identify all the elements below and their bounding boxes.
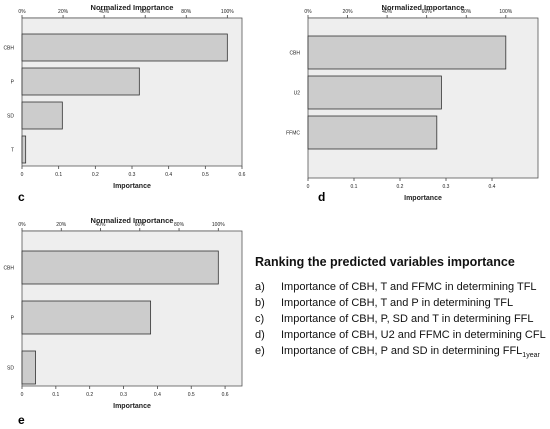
top-tick-label: 80% [174, 222, 185, 228]
panel-label-d: d [318, 190, 326, 204]
bar-sd [21, 101, 63, 130]
category-label: CBH [3, 46, 14, 52]
chart-title: Normalized Importance [382, 3, 465, 12]
legend-key: c) [255, 313, 265, 325]
top-tick-label: 40% [99, 9, 110, 15]
x-tick-label: 0.4 [154, 392, 161, 398]
legend-list: a) Importance of CBH, T and FFMC in dete… [255, 279, 547, 364]
x-tick-label: 0.6 [222, 392, 229, 398]
legend-subscript: 1year [522, 352, 540, 360]
x-tick-label: 0.2 [92, 172, 99, 178]
bar-sd [21, 350, 36, 385]
bar-cbh [21, 250, 219, 285]
top-tick-label: 0% [18, 9, 26, 15]
bar-cbh [21, 33, 228, 62]
chart-panel-d: Normalized Importance 0% 20% 40% 60% 80% 100% C… [280, 0, 550, 205]
x-axis-label: Importance [113, 183, 151, 190]
x-tick-label: 0.3 [443, 184, 450, 190]
x-tick-label: 0.1 [55, 172, 62, 178]
legend-text: Importance of CBH, P and SD in determini… [281, 345, 523, 357]
x-tick-label: 0.2 [86, 392, 93, 398]
category-label: FFMC [286, 131, 300, 137]
legend-item-a: a) Importance of CBH, T and FFMC in dete… [255, 279, 547, 295]
bar-t [21, 135, 27, 164]
chart-d-svg: Normalized Importance 0% 20% 40% 60% 80% 100% C… [286, 3, 539, 202]
chart-title: Normalized Importance [91, 3, 174, 12]
legend-text: Importance of CBH, T and P in determinin… [281, 297, 514, 309]
x-tick-label: 0 [307, 184, 310, 190]
category-label: U2 [294, 91, 301, 97]
legend-item-d: d) Importance of CBH, U2 and FFMC in det… [255, 327, 547, 343]
x-tick-label: 0.2 [397, 184, 404, 190]
top-tick-label: 80% [181, 9, 192, 15]
bar-p [21, 67, 140, 96]
legend-key: b) [255, 297, 265, 309]
top-tick-label: 100% [212, 222, 225, 228]
top-tick-label: 80% [461, 9, 472, 15]
category-label: P [11, 316, 15, 322]
chart-e-svg: Normalized Importance 0% 20% 40% 60% 80% 100% C… [3, 216, 243, 410]
chart-panel-e: Normalized Importance 0% 20% 40% 60% 80% 100% C… [0, 213, 250, 429]
bar-u2 [307, 75, 442, 110]
panel-label-e: e [18, 413, 25, 427]
chart-c-svg: Normalized Importance 0% 20% 40% 60% 80% 100% C… [3, 3, 246, 190]
top-tick-label: 0% [304, 9, 312, 15]
x-axis-label: Importance [113, 403, 151, 410]
category-label: CBH [289, 51, 300, 57]
legend-item-b: b) Importance of CBH, T and P in determi… [255, 295, 547, 311]
legend-item-c: c) Importance of CBH, P, SD and T in det… [255, 311, 547, 327]
panel-label-c: c [18, 190, 25, 204]
top-tick-label: 60% [135, 222, 146, 228]
legend-key: e) [255, 345, 265, 357]
category-label: SD [7, 366, 14, 372]
legend-key: a) [255, 281, 265, 293]
bar-p [21, 300, 152, 335]
legend-text: Importance of CBH, T and FFMC in determi… [281, 281, 537, 293]
category-label: SD [7, 114, 14, 120]
x-tick-label: 0 [21, 172, 24, 178]
x-tick-label: 0.5 [202, 172, 209, 178]
x-tick-label: 0.4 [489, 184, 496, 190]
legend-text: Importance of CBH, U2 and FFMC in determ… [281, 329, 546, 341]
chart-title: Normalized Importance [91, 216, 174, 225]
legend-key: d) [255, 329, 265, 341]
top-tick-label: 60% [422, 9, 433, 15]
top-tick-label: 0% [18, 222, 26, 228]
x-tick-label: 0.3 [129, 172, 136, 178]
x-tick-label: 0 [21, 392, 24, 398]
category-label: P [11, 80, 15, 86]
x-tick-label: 0.1 [52, 392, 59, 398]
top-tick-label: 20% [343, 9, 354, 15]
category-label: CBH [3, 266, 14, 272]
x-tick-label: 0.4 [165, 172, 172, 178]
x-tick-label: 0.1 [351, 184, 358, 190]
ranking-legend: Ranking the predicted variables importan… [255, 255, 547, 364]
top-tick-label: 20% [56, 222, 67, 228]
x-tick-label: 0.5 [188, 392, 195, 398]
top-tick-label: 20% [58, 9, 69, 15]
legend-title: Ranking the predicted variables importan… [255, 255, 515, 269]
chart-panel-c: Normalized Importance 0% 20% 40% 60% 80% 100% C… [0, 0, 250, 205]
top-tick-label: 60% [140, 9, 151, 15]
legend-text: Importance of CBH, P, SD and T in determ… [281, 313, 534, 325]
legend-item-e: e) Importance of CBH, P and SD in determ… [255, 343, 547, 364]
top-tick-label: 100% [499, 9, 512, 15]
top-tick-label: 100% [221, 9, 234, 15]
bar-cbh [307, 35, 507, 70]
category-label: T [11, 148, 14, 154]
bar-ffmc [307, 115, 438, 150]
top-tick-label: 40% [382, 9, 393, 15]
x-tick-label: 0.3 [120, 392, 127, 398]
top-tick-label: 40% [96, 222, 107, 228]
x-tick-label: 0.6 [239, 172, 246, 178]
x-axis-label: Importance [404, 195, 442, 202]
